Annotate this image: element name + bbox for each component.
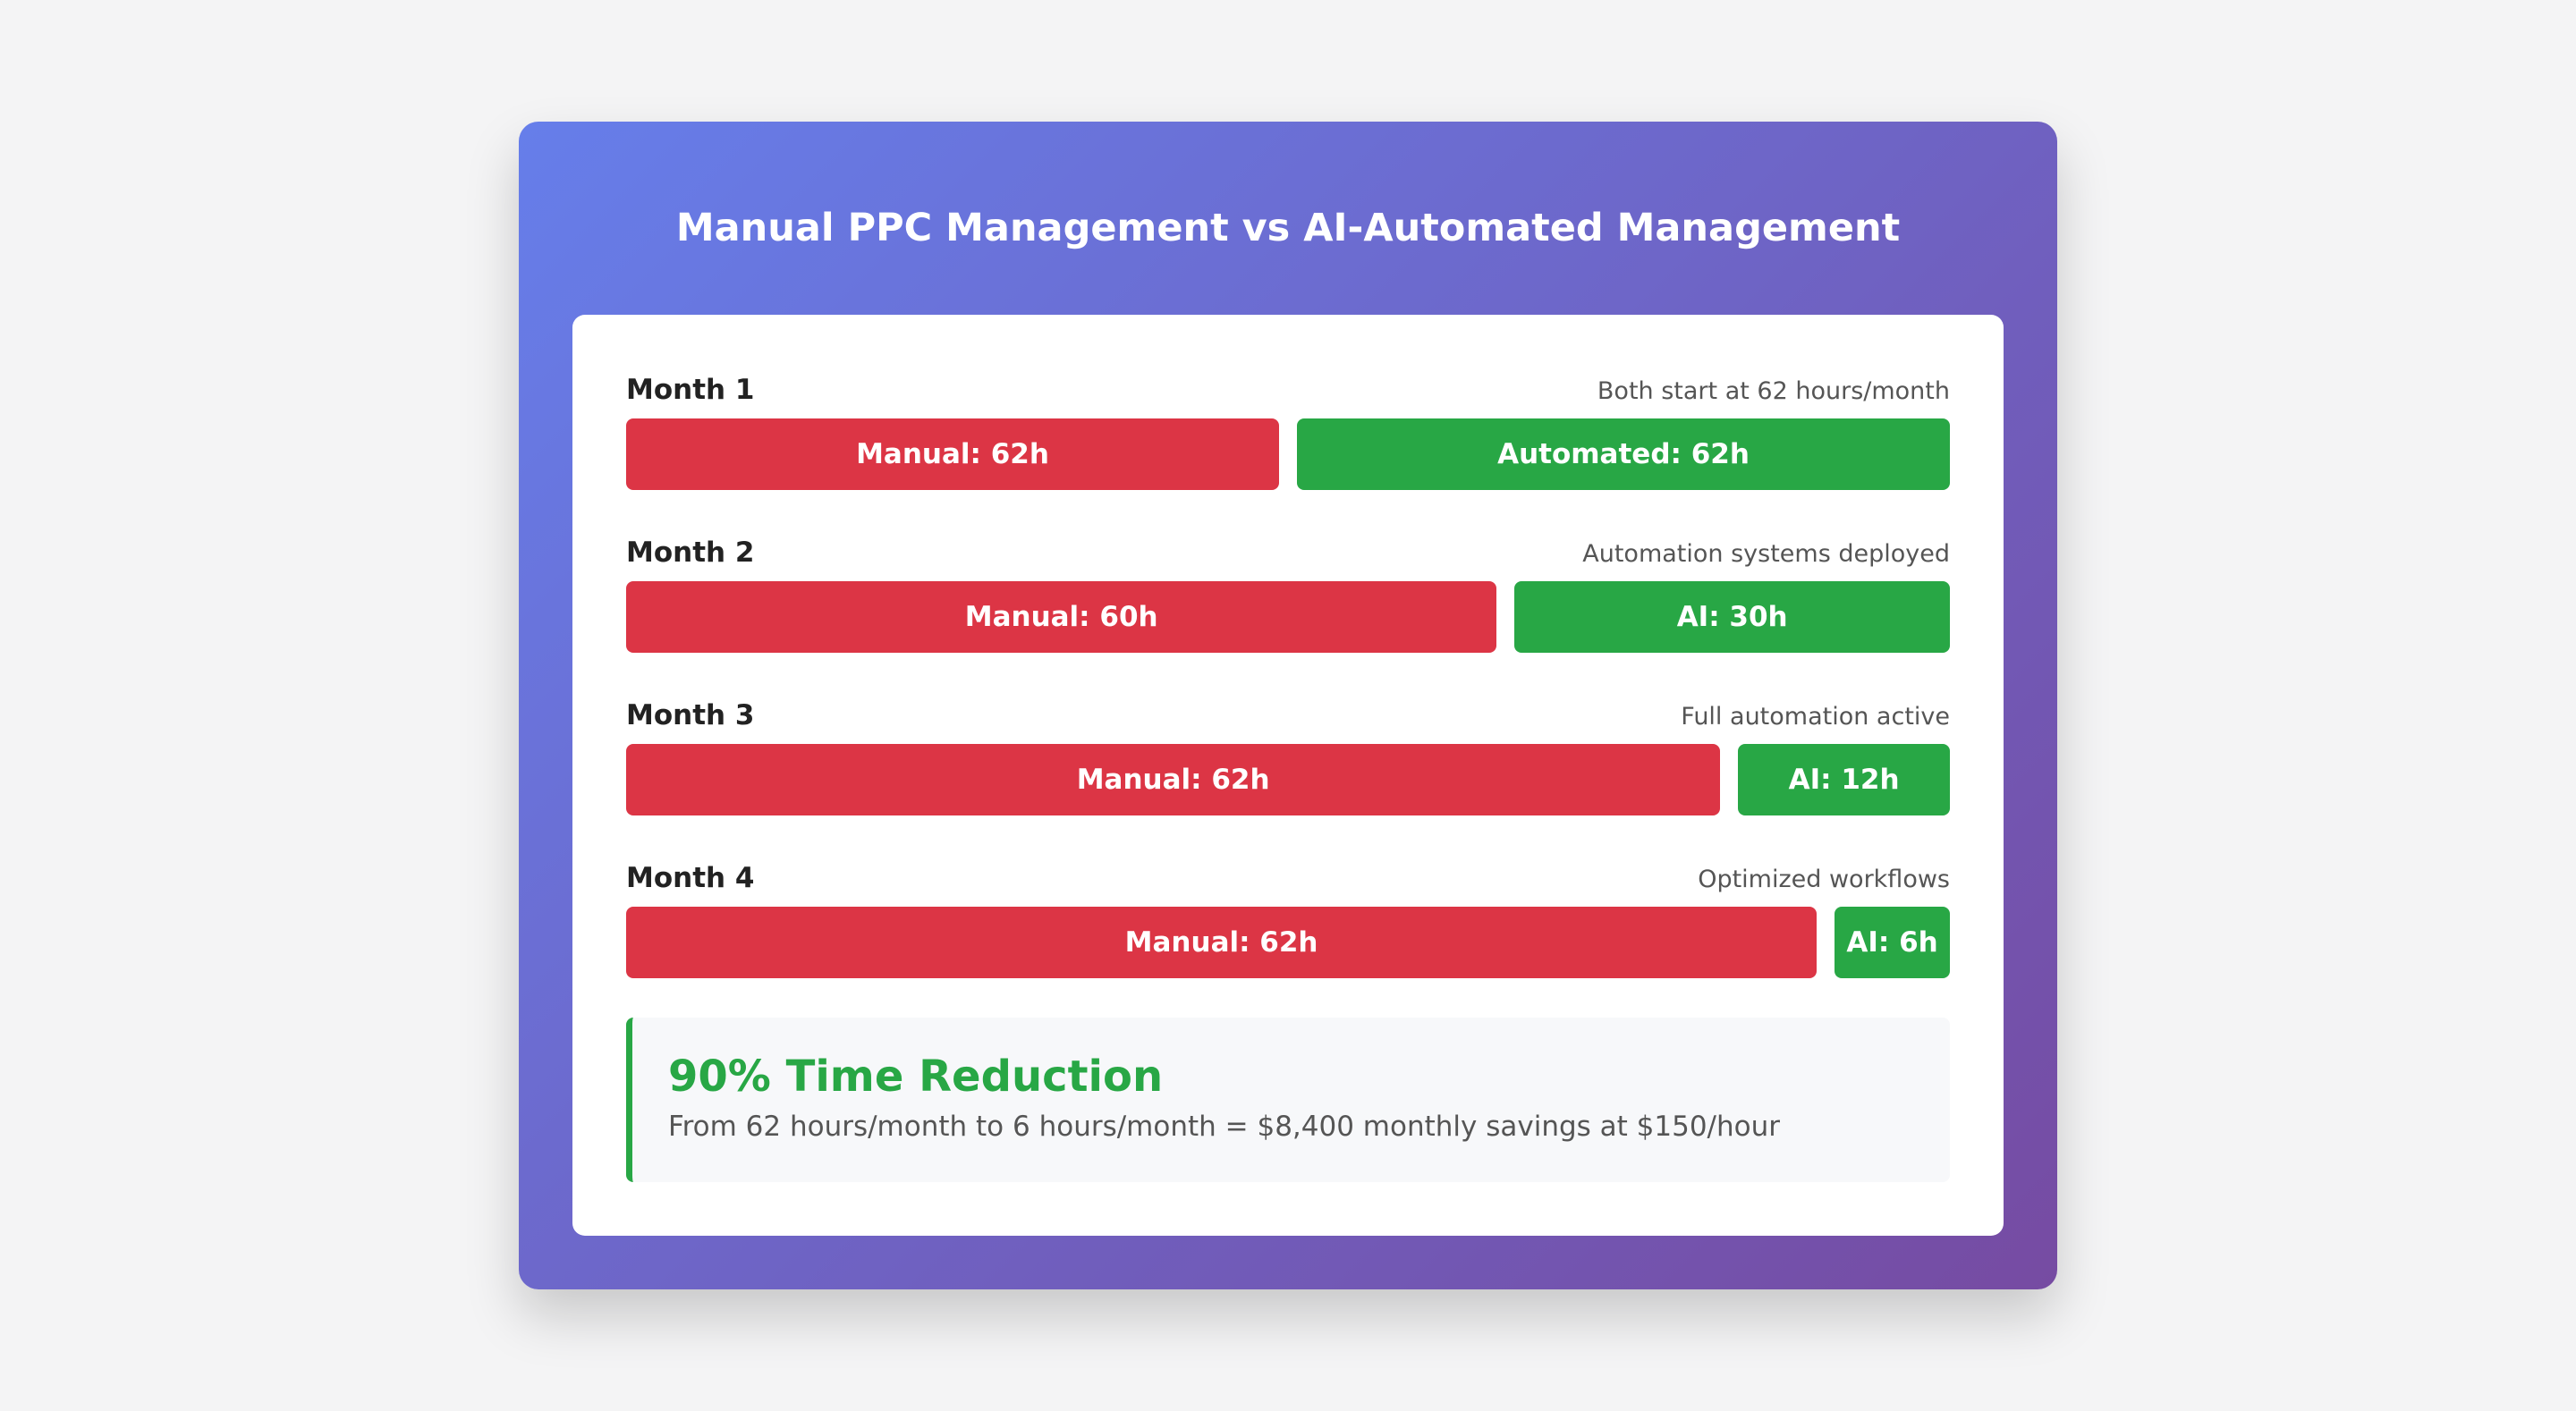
month-note: Automation systems deployed — [1582, 540, 1950, 568]
month-note: Both start at 62 hours/month — [1597, 377, 1950, 405]
month-row: Month 3 Full automation active Manual: 62h… — [626, 694, 1950, 815]
summary-title: 90% Time Reduction — [668, 1052, 1164, 1102]
manual-bar: Manual: 60h — [626, 581, 1497, 653]
bar-group: Manual: 62h AI: 12h — [626, 744, 1950, 815]
summary-text: From 62 hours/month to 6 hours/month = $… — [668, 1111, 1781, 1143]
month-row-header: Month 1 Both start at 62 hours/month — [626, 368, 1950, 418]
month-row-header: Month 4 Optimized workflows — [626, 857, 1950, 907]
month-label: Month 3 — [626, 699, 755, 731]
month-note: Full automation active — [1681, 703, 1950, 731]
chart-title: Manual PPC Management vs AI-Automated Ma… — [675, 206, 1901, 250]
month-label: Month 2 — [626, 537, 755, 569]
month-row: Month 1 Both start at 62 hours/month Manua… — [626, 368, 1950, 490]
automated-bar: AI: 6h — [1835, 907, 1950, 978]
summary-box: 90% Time Reduction From 62 hours/month t… — [626, 1018, 1950, 1182]
month-row-header: Month 2 Automation systems deployed — [626, 531, 1950, 581]
bar-group: Manual: 60h AI: 30h — [626, 581, 1950, 653]
chart-card: Manual PPC Management vs AI-Automated Ma… — [519, 122, 2057, 1289]
automated-bar: Automated: 62h — [1297, 418, 1950, 490]
automated-bar: AI: 12h — [1738, 744, 1950, 815]
month-label: Month 1 — [626, 374, 755, 406]
manual-bar: Manual: 62h — [626, 418, 1279, 490]
manual-bar: Manual: 62h — [626, 907, 1818, 978]
bar-group: Manual: 62h Automated: 62h — [626, 418, 1950, 490]
bar-group: Manual: 62h AI: 6h — [626, 907, 1950, 978]
manual-bar: Manual: 62h — [626, 744, 1721, 815]
automated-bar: AI: 30h — [1514, 581, 1950, 653]
month-row: Month 4 Optimized workflows Manual: 62h AI:… — [626, 857, 1950, 978]
month-note: Optimized workflows — [1698, 866, 1950, 893]
month-row-header: Month 3 Full automation active — [626, 694, 1950, 744]
chart-panel: Month 1 Both start at 62 hours/month Manua… — [572, 315, 2004, 1236]
month-label: Month 4 — [626, 862, 755, 894]
month-row: Month 2 Automation systems deployed Manual… — [626, 531, 1950, 653]
